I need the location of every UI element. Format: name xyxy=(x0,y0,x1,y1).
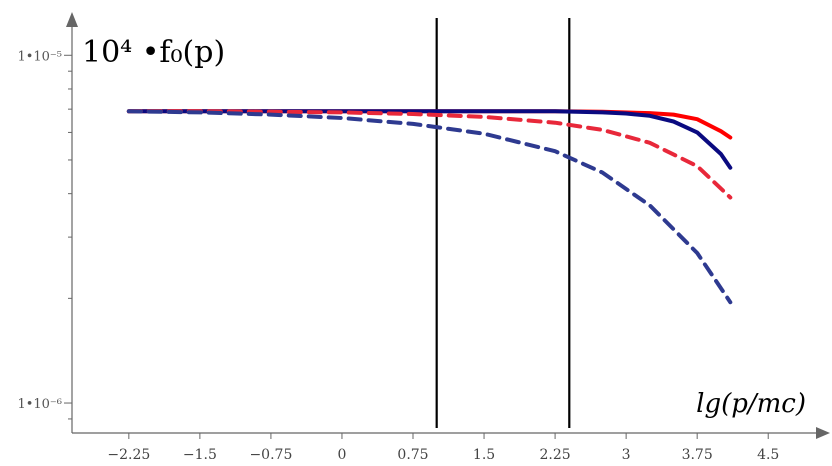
axes-layer xyxy=(64,12,830,439)
x-tick-label: −1.5 xyxy=(183,447,217,463)
x-tick-label: 0 xyxy=(338,447,347,463)
x-axis-arrow xyxy=(816,427,830,439)
y-tick-label: 1•10⁻⁵ xyxy=(17,49,62,64)
x-tick-label: 4.5 xyxy=(757,447,779,463)
x-tick-label: −2.25 xyxy=(107,447,150,463)
x-tick-label: 3 xyxy=(622,447,631,463)
x-tick-label: 2.25 xyxy=(540,447,571,463)
series-line-3 xyxy=(126,109,733,200)
series-line-4 xyxy=(126,109,733,305)
y-axis-arrow xyxy=(66,12,78,27)
x-tick-label: 0.75 xyxy=(397,447,428,463)
y-tick-label: 1•10⁻⁶ xyxy=(17,397,62,412)
x-tick-label: 1.5 xyxy=(473,447,495,463)
x-tick-label: −0.75 xyxy=(249,447,292,463)
x-axis-label: lg(p/mc) xyxy=(696,389,806,419)
x-tick-label: 3.75 xyxy=(682,447,713,463)
vertical-lines xyxy=(435,18,571,428)
labels-layer: −2.25 −1.5 −0.75 0 0.75 1.5 2.25 3 3.75 4.5 1•10⁻⁶… xyxy=(17,35,806,463)
series-line-2 xyxy=(126,109,733,170)
series-layer xyxy=(126,109,733,305)
chart-title: 10⁴ •f₀(p) xyxy=(82,35,225,70)
